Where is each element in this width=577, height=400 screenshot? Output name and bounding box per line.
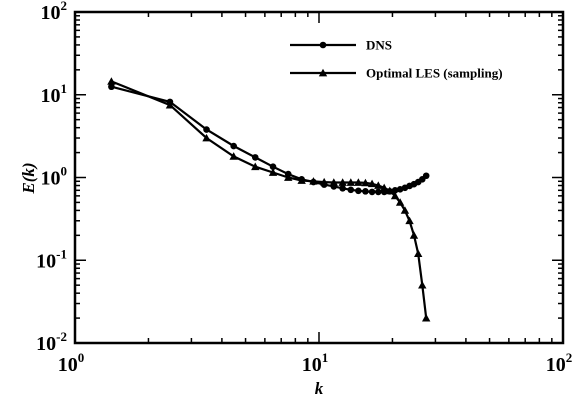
axis-ticks [74, 11, 564, 344]
data-point [367, 179, 377, 188]
y-tick-label: 10-1 [36, 246, 67, 272]
x-axis-label: k [315, 379, 324, 398]
y-tick-label: 10-2 [36, 329, 67, 355]
legend-label: Optimal LES (sampling) [366, 66, 503, 81]
data-point [309, 177, 318, 185]
data-point [202, 133, 211, 142]
legend-marker [318, 68, 328, 77]
data-point [379, 183, 389, 192]
data-point [107, 77, 116, 85]
data-point [338, 178, 347, 186]
data-point [400, 206, 410, 214]
data-point [346, 178, 356, 186]
data-point [319, 177, 329, 186]
data-point [268, 168, 278, 176]
data-point [203, 126, 210, 133]
data-point [391, 187, 399, 194]
data-point [405, 216, 414, 225]
series-line [110, 80, 428, 319]
x-tick-label: 100 [58, 350, 85, 376]
data-point [421, 313, 431, 322]
data-point [251, 154, 259, 161]
data-point [368, 188, 376, 196]
data-point [329, 178, 339, 186]
series-2 [107, 77, 431, 322]
legend-entry: Optimal LES (sampling) [290, 66, 503, 81]
data-point [409, 231, 419, 239]
data-point [230, 142, 237, 150]
data-point [229, 152, 238, 160]
legend-entry: DNS [290, 38, 392, 53]
data-point [422, 172, 430, 180]
y-tick-label: 101 [41, 81, 68, 107]
y-tick-label: 102 [41, 0, 68, 24]
y-tick-label: 100 [41, 164, 68, 190]
legend-marker [319, 41, 327, 49]
data-point [361, 178, 370, 187]
data-point [395, 198, 405, 206]
data-point [375, 188, 382, 196]
data-point [251, 162, 260, 171]
data-point [284, 173, 293, 181]
x-tick-label: 102 [546, 350, 573, 376]
plot-frame [73, 10, 565, 345]
series-line [111, 85, 427, 193]
x-tick-label: 101 [302, 350, 329, 376]
legend: DNS Optimal LES (sampling) [290, 38, 503, 81]
data-point [347, 186, 355, 194]
data-point [385, 186, 394, 195]
data-point [390, 191, 400, 200]
data-point [108, 83, 115, 91]
legend-label: DNS [366, 38, 392, 53]
data-point [269, 163, 277, 171]
y-axis-label: E(k) [19, 162, 38, 194]
data-point [418, 280, 427, 289]
data-point [362, 188, 369, 195]
axis-tick-labels: 100 101 102 10-2 10-1 100 101 102 [36, 0, 572, 376]
data-point [339, 185, 346, 192]
data-point [413, 249, 423, 258]
data-point [355, 187, 362, 195]
data-point [165, 100, 175, 109]
data-point [354, 178, 363, 186]
data-point [297, 176, 306, 184]
data-point [374, 181, 383, 189]
data-series [107, 77, 431, 322]
